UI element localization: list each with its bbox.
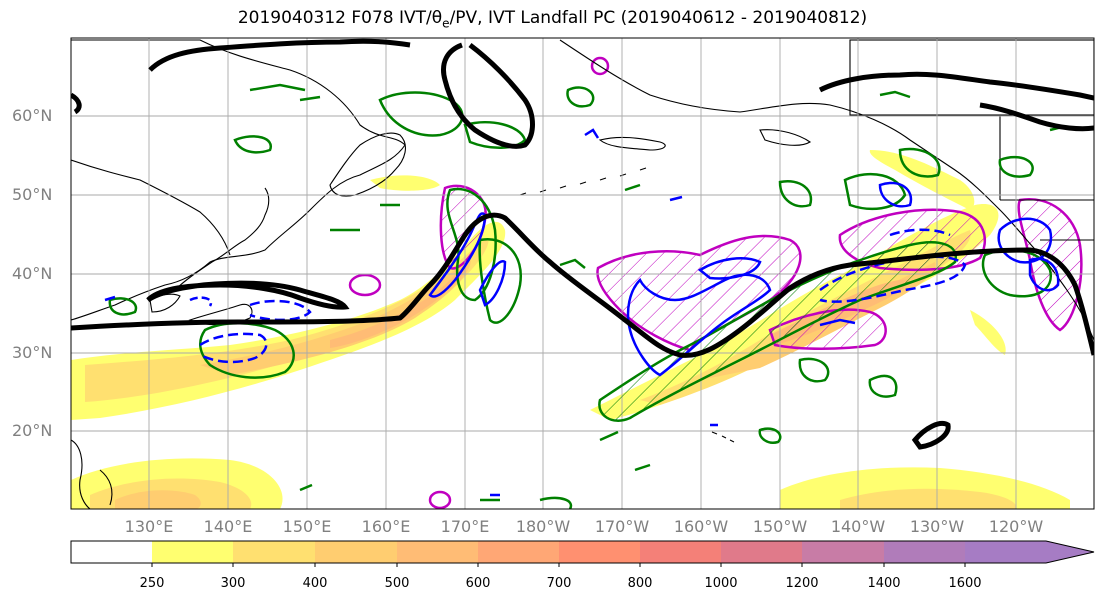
ivt-contours: [71, 38, 1094, 450]
lon-label-120w: 120°W: [988, 517, 1044, 536]
lat-label-30n: 30°N: [12, 343, 53, 362]
lon-label-130e: 130°E: [124, 517, 174, 536]
colorbar-tick-800: 800: [627, 576, 653, 591]
lon-label-160e: 160°E: [361, 517, 411, 536]
title-subscript: e: [442, 16, 450, 31]
lat-label-60n: 60°N: [12, 106, 53, 125]
colorbar-tick-600: 600: [465, 576, 491, 591]
colorbar-tick-500: 500: [384, 576, 410, 591]
lat-label-50n: 50°N: [12, 185, 53, 204]
lat-label-40n: 40°N: [12, 264, 53, 283]
lon-label-130w: 130°W: [909, 517, 965, 536]
colorbar-tick-1600: 1600: [948, 576, 982, 591]
title-suffix: /PV, IVT Landfall PC (2019040612 - 20190…: [449, 8, 868, 28]
colorbar: [70, 540, 1095, 567]
colorbar-tick-250: 250: [139, 576, 165, 591]
lon-label-170w: 170°W: [594, 517, 650, 536]
coastlines: [71, 39, 1094, 509]
colorbar-tick-1200: 1200: [785, 576, 819, 591]
lon-label-170e: 170°E: [440, 517, 490, 536]
lon-label-140e: 140°E: [203, 517, 253, 536]
lon-label-160w: 160°W: [673, 517, 729, 536]
lat-label-20n: 20°N: [12, 421, 53, 440]
lon-label-150e: 150°E: [282, 517, 332, 536]
map-border: [70, 37, 1095, 510]
lon-label-180w: 180°W: [515, 517, 571, 536]
lon-label-150w: 150°W: [752, 517, 808, 536]
title-prefix: 2019040312 F078 IVT/θ: [237, 8, 443, 28]
colorbar-tick-400: 400: [302, 576, 328, 591]
theta-e-contours: [104, 128, 1060, 497]
colorbar-tick-300: 300: [220, 576, 246, 591]
figure-title: 2019040312 F078 IVT/θe/PV, IVT Landfall …: [0, 8, 1105, 30]
colorbar-tick-1000: 1000: [704, 576, 738, 591]
lon-label-140w: 140°W: [830, 517, 886, 536]
colorbar-tick-700: 700: [546, 576, 572, 591]
colorbar-tick-1400: 1400: [867, 576, 901, 591]
